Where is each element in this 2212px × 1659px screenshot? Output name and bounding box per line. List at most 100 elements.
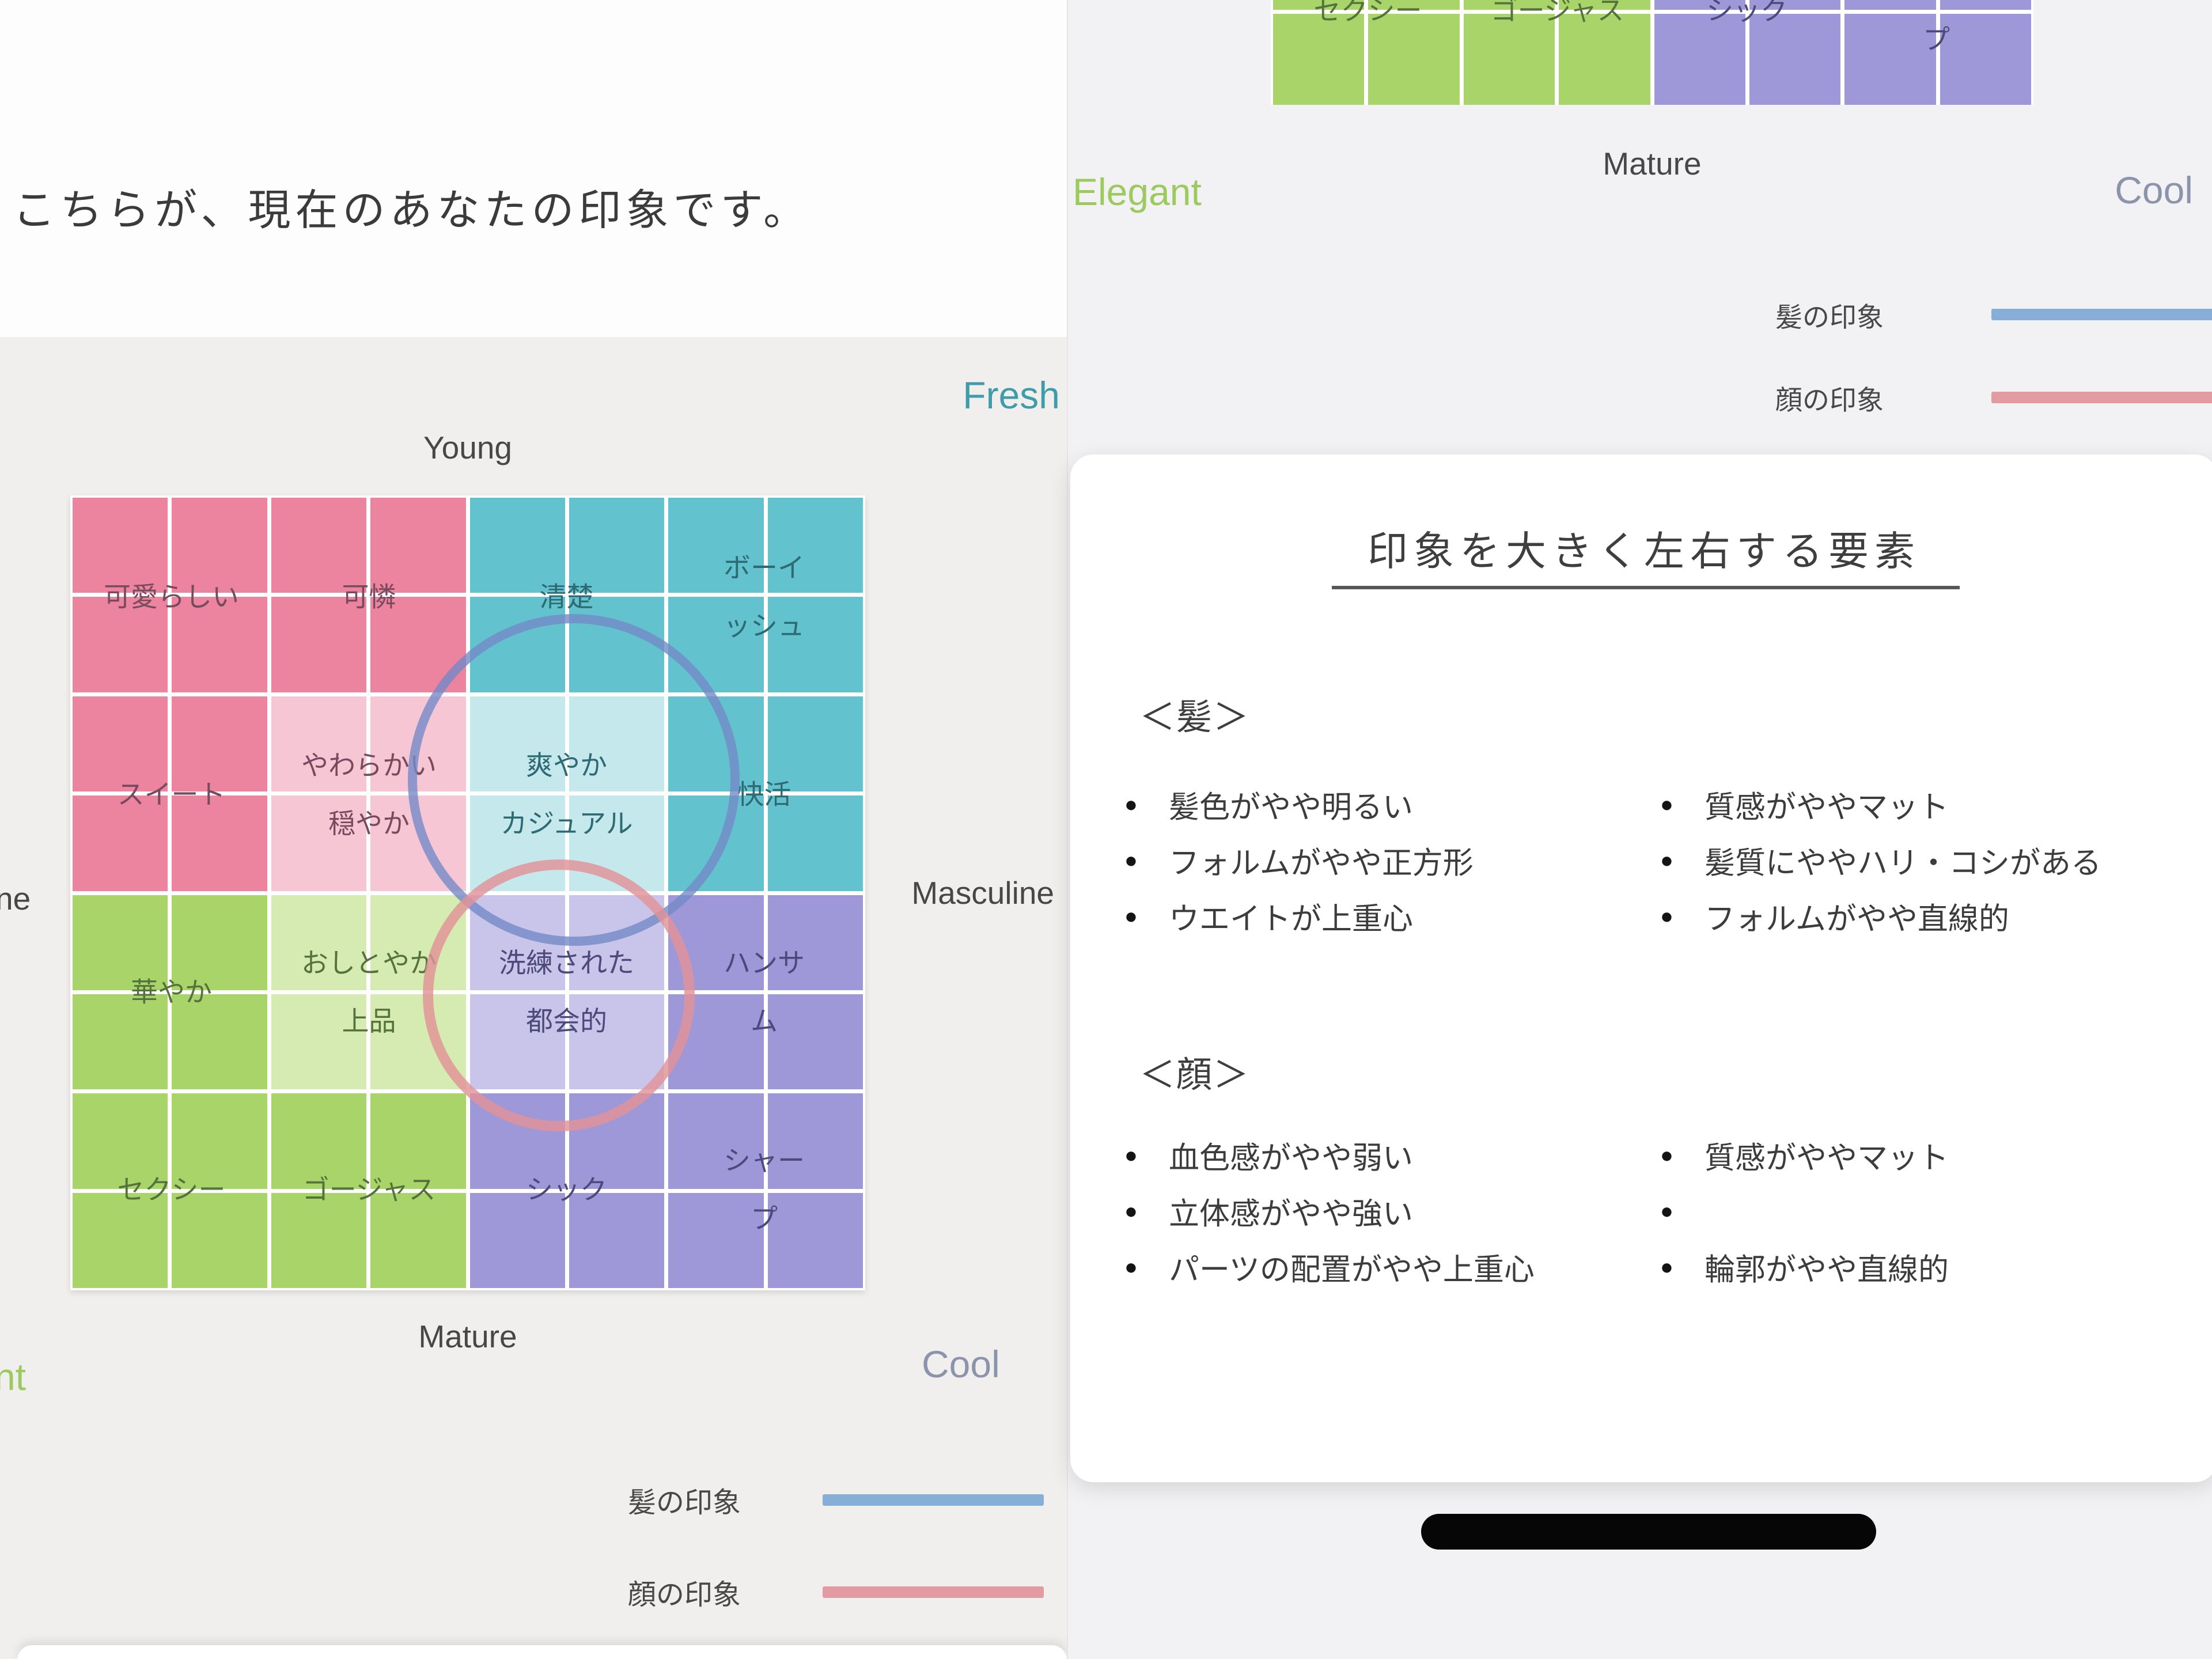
factor-item: ● パーツの配置がやや上重心	[1124, 1239, 1654, 1295]
matrix-cell	[1940, 0, 2031, 10]
factor-item-text: パーツの配置がやや上重心	[1168, 1252, 1535, 1287]
matrix-cell	[172, 1093, 267, 1189]
matrix-cell	[271, 895, 367, 990]
matrix-cell	[668, 1093, 764, 1189]
factor-item-text: 髪色がやや明るい	[1168, 790, 1413, 824]
matrix-block-label: ボーイッシュ	[724, 552, 805, 641]
factor-item-text: 血色感がやや弱い	[1168, 1141, 1413, 1175]
factor-item: ● 質感がややマット	[1660, 777, 2202, 832]
corner-label-elegant: Elegant	[1073, 171, 1202, 213]
matrix-cell	[172, 498, 267, 593]
matrix-cell	[370, 498, 466, 593]
matrix-cell	[1273, 0, 1365, 10]
matrix-cell	[1368, 0, 1460, 10]
factor-list: ● 血色感がやや弱い ● 立体感がやや強い ● パーツの配置がやや上重心	[1124, 1127, 1654, 1295]
bullet-icon: ●	[1124, 848, 1138, 873]
legend-face-label: 顔の印象	[1775, 384, 1884, 415]
bullet-icon: ●	[1660, 792, 1673, 817]
matrix-block-label: 快活	[737, 778, 791, 809]
matrix-cell	[73, 796, 168, 891]
matrix-cell	[1559, 13, 1650, 105]
matrix-cell	[1844, 13, 1936, 105]
legend-row-hair: 髪の印象	[1775, 293, 2212, 336]
matrix-cell	[668, 1192, 764, 1288]
factors-card: 印象を大きく左右する要素 ＜髪＞ ● 髪色がやや明るい ● フォルムがやや正方形 ● ウエイ…	[1070, 454, 2212, 1482]
matrix-cell	[172, 796, 267, 891]
matrix-block-label: シャープ	[1923, 24, 1950, 55]
matrix-cell	[172, 696, 267, 792]
matrix-cell	[469, 1192, 565, 1288]
axis-label-young: Young	[423, 430, 512, 465]
matrix-cell	[172, 895, 267, 990]
bullet-icon: ●	[1124, 1143, 1138, 1168]
matrix-block-label: 清楚	[539, 581, 594, 612]
matrix-cell	[767, 796, 863, 891]
matrix-cell	[271, 796, 367, 891]
legend-hair-label: 髪の印象	[1775, 301, 1884, 332]
section-heading: ＜顔＞	[1139, 1055, 1251, 1095]
bullet-icon: ●	[1660, 1143, 1673, 1168]
matrix-cell	[767, 498, 863, 593]
factor-item-text: フォルムがやや正方形	[1168, 846, 1474, 880]
matrix-cell	[271, 994, 367, 1090]
legend-row-face: 顔の印象	[628, 1570, 1044, 1614]
matrix-cell	[767, 696, 863, 792]
matrix-cell	[767, 895, 863, 990]
axis-label-mature: Mature	[418, 1319, 517, 1354]
left-screen: こちらが、現在のあなたの印象です。 Young Fresh Masculine …	[0, 0, 1067, 1659]
impression-matrix: 可愛らしい 可憐 清楚 ボーイッシュ スイート やわらかい 穏やか 爽やか カジュアル 快活華…	[70, 495, 865, 1290]
matrix-cell	[172, 1192, 267, 1288]
axis-label-mature: Mature	[1603, 146, 1702, 181]
matrix-cell	[767, 597, 863, 692]
bullet-icon: ●	[1660, 1255, 1673, 1279]
factor-item: ● ウエイトが上重心	[1124, 888, 1654, 944]
matrix-cell	[73, 1093, 168, 1189]
matrix-block-label: シャープ	[724, 1145, 805, 1234]
legend-face-line	[1991, 392, 2212, 403]
legend-face-label: 顔の印象	[628, 1579, 741, 1611]
factor-item: ● フォルムがやや直線的	[1660, 888, 2202, 944]
matrix-cell	[1273, 13, 1365, 105]
matrix-cell	[271, 1192, 367, 1288]
factor-item: ● 立体感がやや強い	[1124, 1183, 1654, 1239]
matrix-cell	[271, 696, 367, 792]
factor-list: ● 髪色がやや明るい ● フォルムがやや正方形 ● ウエイトが上重心	[1124, 777, 1654, 944]
factor-item-text: 質感がややマット	[1704, 1141, 1949, 1175]
bullet-icon: ●	[1660, 904, 1673, 929]
bullet-icon: ●	[1660, 1199, 1673, 1224]
matrix-cell	[73, 1192, 168, 1288]
matrix-cell	[1463, 13, 1555, 105]
bullet-icon: ●	[1124, 1255, 1138, 1279]
title-underline	[1332, 586, 1960, 589]
matrix-cell	[1368, 13, 1460, 105]
factor-item: ● 輪郭がやや直線的	[1660, 1239, 2202, 1295]
legend-hair-label: 髪の印象	[628, 1487, 741, 1518]
matrix-cell	[271, 597, 367, 692]
matrix-block-label: ハンサム	[724, 947, 805, 1036]
matrix-cell	[271, 1093, 367, 1189]
factor-item-text: 輪郭がやや直線的	[1704, 1252, 1949, 1287]
factor-item-text: 髪質にややハリ・コシがある	[1704, 846, 2101, 880]
face-impression-circle	[423, 859, 695, 1131]
legend-row-hair: 髪の印象	[628, 1478, 1044, 1522]
factor-item-text: ウエイトが上重心	[1168, 902, 1413, 936]
matrix-cell	[767, 1192, 863, 1288]
corner-label-elegant-cut: nt	[0, 1355, 26, 1398]
matrix-cell	[1940, 13, 2031, 105]
matrix-cell	[1749, 0, 1841, 10]
legend-row-face: 顔の印象	[1775, 376, 2212, 419]
corner-label-cool: Cool	[2115, 169, 2193, 211]
matrix-cells	[1273, 0, 2031, 105]
matrix-cell	[73, 994, 168, 1090]
factor-list: ● 質感がややマット ● ● 輪郭がやや直線的	[1660, 1127, 2202, 1295]
matrix-cell	[73, 696, 168, 792]
corner-label-fresh: Fresh	[963, 374, 1060, 416]
matrix-cell	[1654, 13, 1745, 105]
matrix-block-label: シック	[526, 1173, 607, 1205]
home-indicator[interactable]	[1421, 1514, 1876, 1550]
factor-item: ● 髪質にややハリ・コシがある	[1660, 832, 2202, 888]
